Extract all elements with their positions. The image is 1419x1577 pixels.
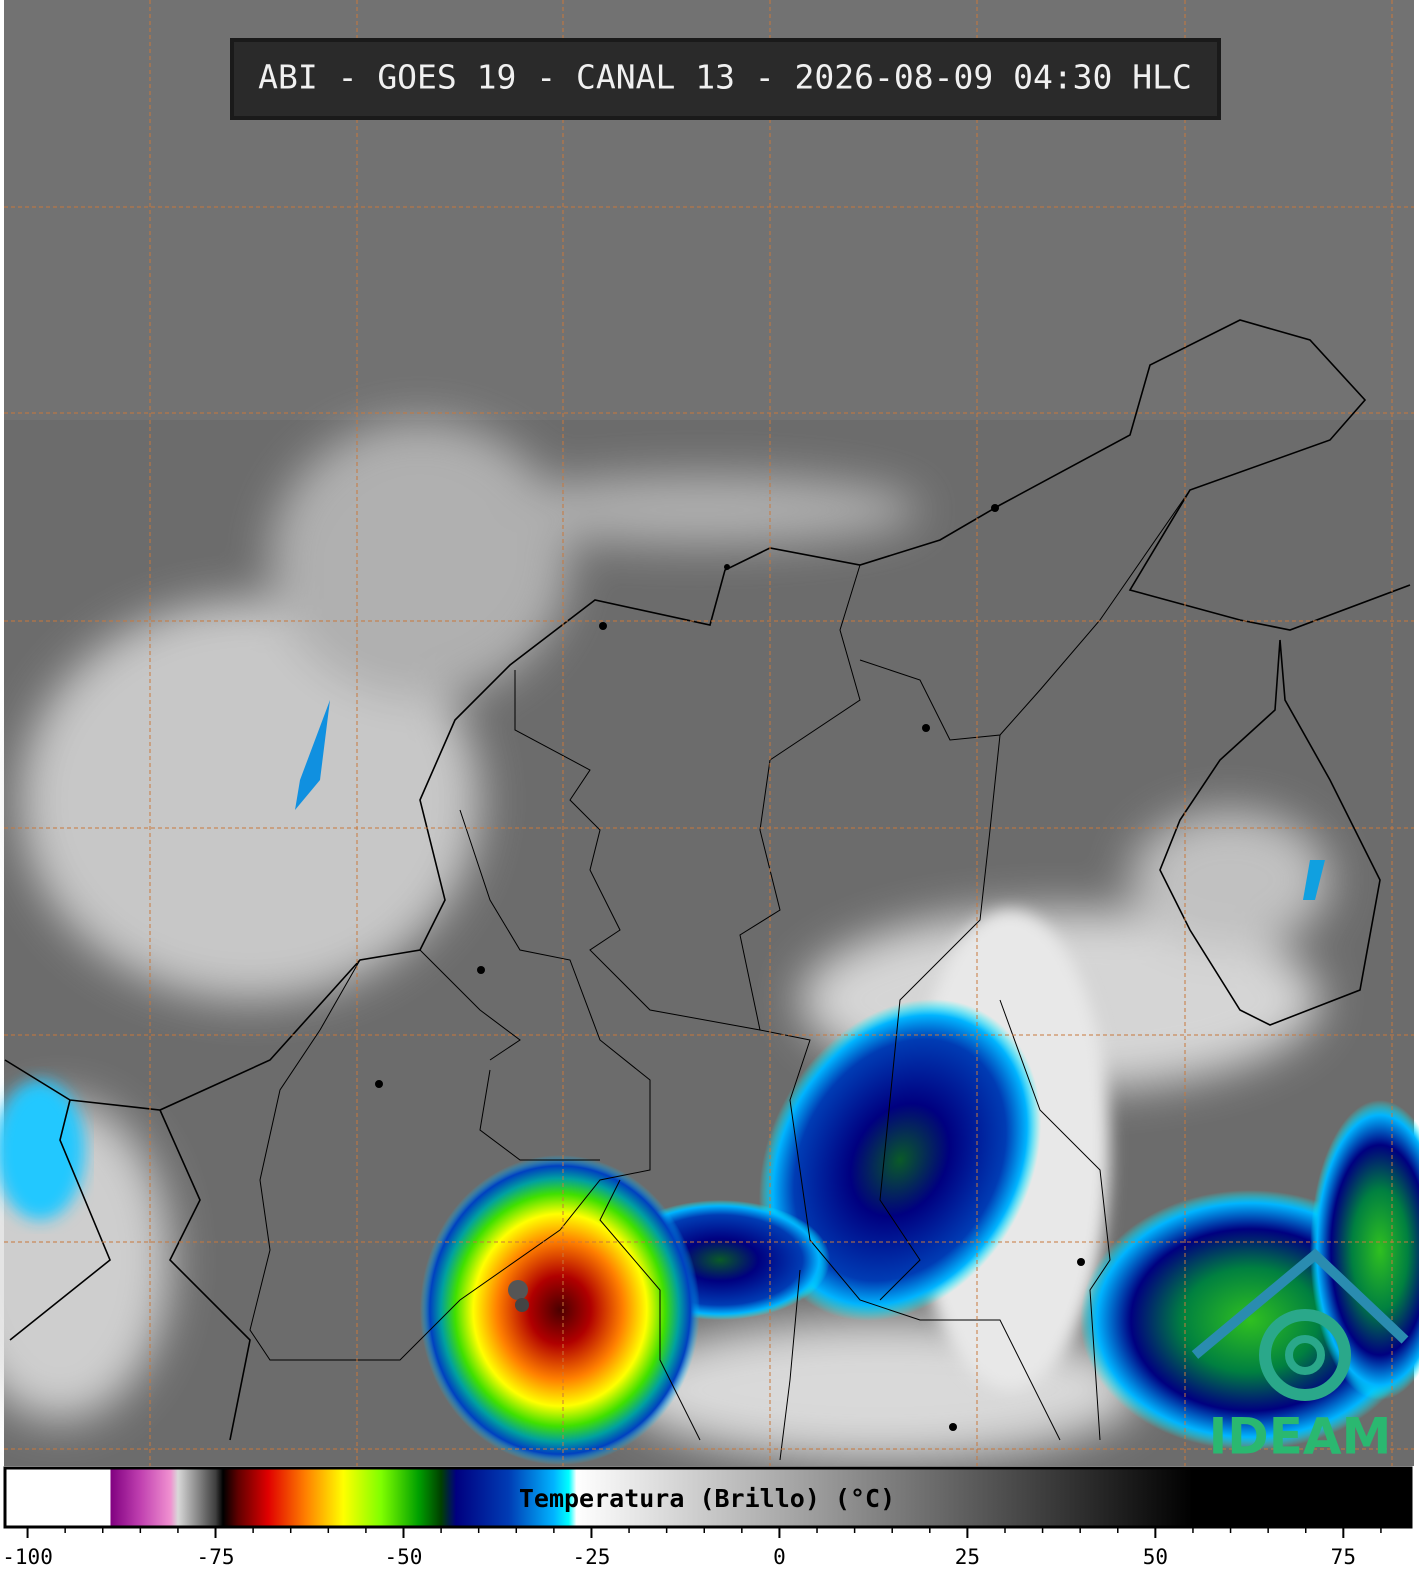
title: ABI - GOES 19 - CANAL 13 - 2026-08-09 04… [258, 58, 1192, 97]
colorbar: Temperatura (Brillo) (°C) -100 -75 -50 -25 0 2… [2, 1466, 1413, 1569]
colorbar-fill [3, 1466, 1413, 1529]
title-box: ABI - GOES 19 - CANAL 13 - 2026-08-09 04… [230, 38, 1221, 120]
colorbar-tick-label: 50 [1143, 1545, 1168, 1569]
colorbar-tick-label: -25 [572, 1545, 610, 1569]
colorbar-tick-label: -100 [2, 1545, 53, 1569]
city-dots [375, 504, 1085, 1431]
satellite-image [0, 0, 1419, 1466]
colorbar-tick-label: 25 [955, 1545, 980, 1569]
logo: IDEAM [1191, 1248, 1409, 1466]
colorbar-tick-label: 75 [1331, 1545, 1356, 1569]
colorbar-tick-label: 0 [773, 1545, 786, 1569]
colorbar-tick-label: -50 [385, 1545, 423, 1569]
logo-text: IDEAM [1209, 1408, 1392, 1466]
colorbar-label: Temperatura (Brillo) (°C) [519, 1484, 895, 1513]
borders [249, 489, 1191, 1461]
coastline [4, 319, 1411, 1441]
colorbar-tick-label: -75 [197, 1545, 235, 1569]
